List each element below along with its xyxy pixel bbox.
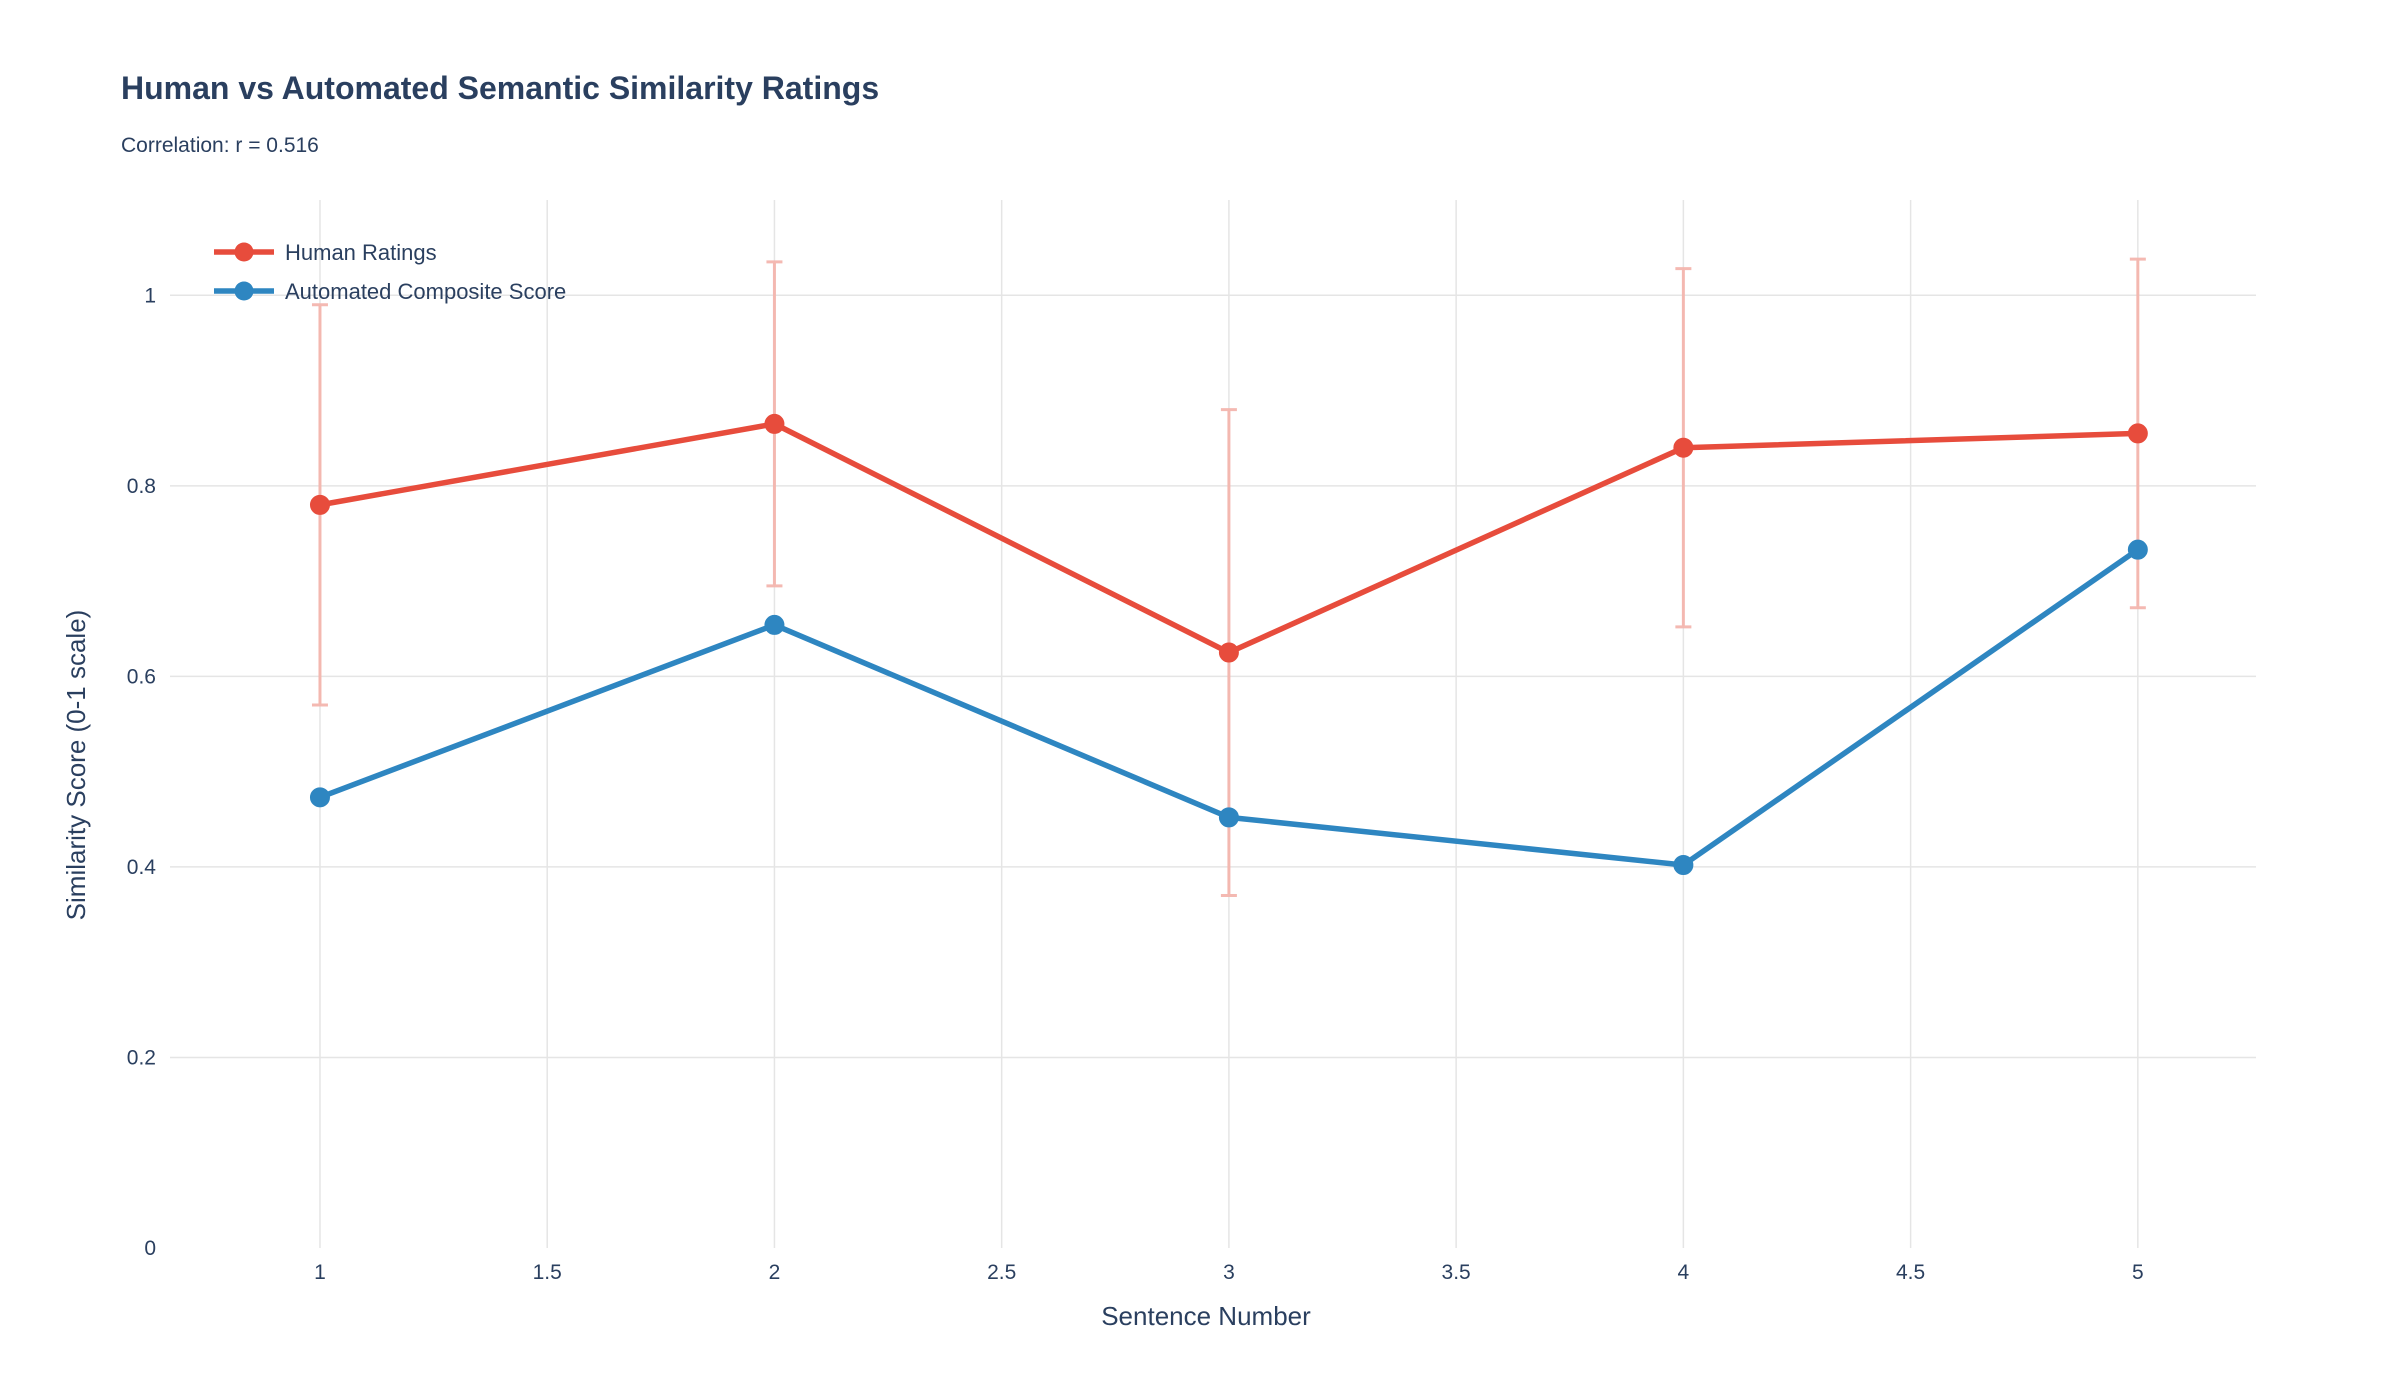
series-markers xyxy=(309,413,2148,876)
y-tick-label: 0.8 xyxy=(127,475,156,498)
x-tick-label: 4 xyxy=(1678,1261,1690,1284)
y-axis-title: Similarity Score (0-1 scale) xyxy=(61,610,91,921)
x-tick-label: 1.5 xyxy=(533,1261,562,1284)
x-tick-label: 5 xyxy=(2132,1261,2144,1284)
data-point[interactable] xyxy=(2127,539,2148,560)
x-tick-label: 3 xyxy=(1223,1261,1235,1284)
legend-item[interactable]: Human Ratings xyxy=(214,240,437,265)
data-point[interactable] xyxy=(764,614,785,635)
y-tick-label: 1 xyxy=(144,284,156,307)
y-tick-label: 0.4 xyxy=(127,856,157,879)
data-point[interactable] xyxy=(1218,807,1239,828)
legend-item[interactable]: Automated Composite Score xyxy=(214,279,566,304)
data-point[interactable] xyxy=(2127,423,2148,444)
x-axis-title: Sentence Number xyxy=(1101,1301,1311,1331)
chart-title: Human vs Automated Semantic Similarity R… xyxy=(121,70,879,106)
y-tick-label: 0.6 xyxy=(127,665,156,688)
y-tick-label: 0.2 xyxy=(127,1046,156,1069)
data-point[interactable] xyxy=(309,787,330,808)
x-tick-label: 1 xyxy=(314,1261,326,1284)
data-point[interactable] xyxy=(1218,642,1239,663)
y-tick-label: 0 xyxy=(144,1237,156,1260)
data-point[interactable] xyxy=(309,494,330,515)
legend-swatch-marker xyxy=(234,281,254,301)
legend-label: Human Ratings xyxy=(285,240,437,265)
x-tick-label: 3.5 xyxy=(1442,1261,1471,1284)
data-point[interactable] xyxy=(1673,855,1694,876)
x-tick-label: 4.5 xyxy=(1896,1261,1925,1284)
x-axis-ticks: 1 1.5 2 2.5 3 3.5 4 4.5 5 xyxy=(314,1261,2144,1284)
legend-swatch-marker xyxy=(234,242,254,262)
data-point[interactable] xyxy=(1673,437,1694,458)
y-axis-ticks: 0 0.2 0.4 0.6 0.8 1 xyxy=(127,284,157,1260)
x-tick-label: 2.5 xyxy=(987,1261,1016,1284)
data-point[interactable] xyxy=(764,413,785,434)
x-tick-label: 2 xyxy=(769,1261,781,1284)
legend-label: Automated Composite Score xyxy=(285,279,566,304)
legend[interactable]: Human Ratings Automated Composite Score xyxy=(214,240,566,304)
chart-subtitle: Correlation: r = 0.516 xyxy=(121,134,319,157)
grid xyxy=(170,200,2256,1248)
